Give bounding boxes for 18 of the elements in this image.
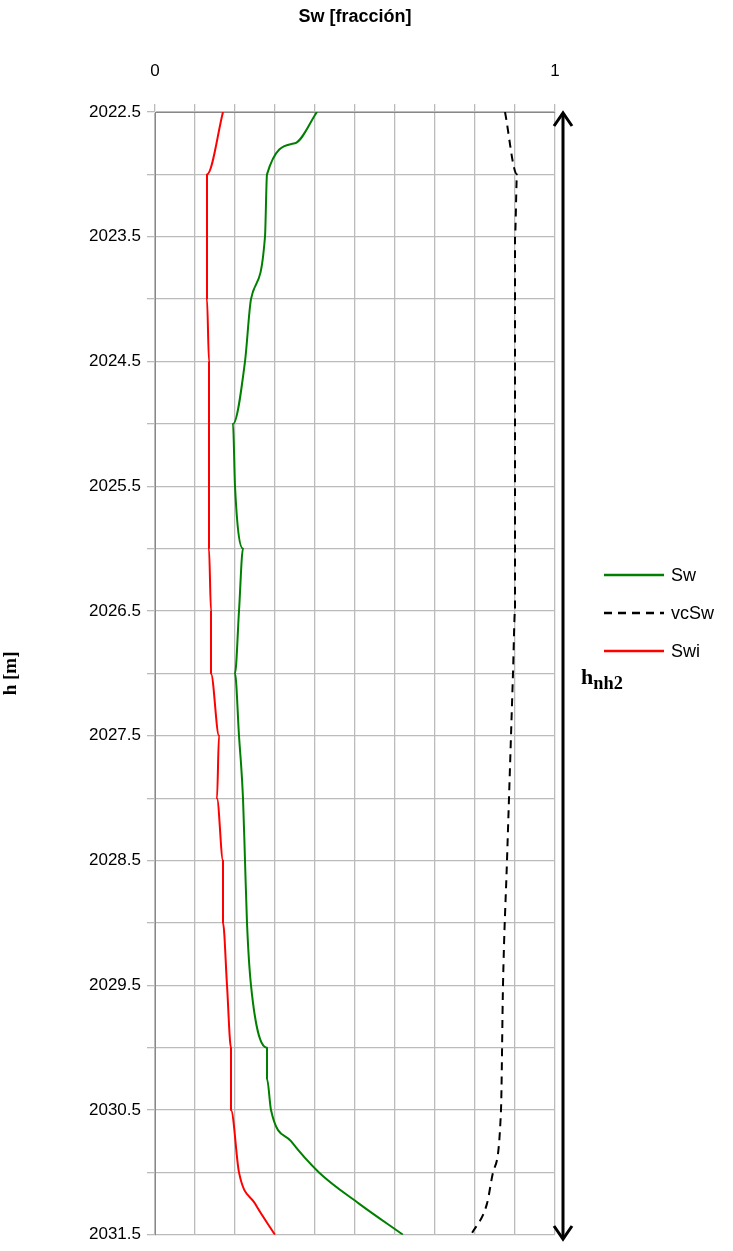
y-tick-label: 2026.5 [89, 600, 141, 620]
legend-label: Sw [671, 564, 697, 586]
y-axis-title: h [m] [0, 651, 21, 696]
y-tick-label: 2030.5 [89, 1099, 141, 1119]
text: h$_{nh2}$ [581, 664, 623, 695]
y-tick-label: 2029.5 [89, 974, 141, 994]
legend-label: Swi [671, 640, 701, 662]
y-tick-label: 2025.5 [89, 475, 141, 495]
y-tick-label: 2023.5 [89, 226, 141, 246]
x-tick-label: 1 [550, 61, 560, 81]
y-tick-label: 2022.5 [89, 101, 141, 121]
x-axis-title: Sw [fracción] [298, 5, 412, 26]
y-tick-label: 2031.5 [89, 1224, 141, 1244]
legend-label: vcSw [671, 602, 715, 624]
y-tick-label: 2027.5 [89, 725, 141, 745]
y-tick-label: 2028.5 [89, 850, 141, 870]
x-tick-label: 0 [150, 61, 160, 81]
y-tick-label: 2024.5 [89, 351, 141, 371]
